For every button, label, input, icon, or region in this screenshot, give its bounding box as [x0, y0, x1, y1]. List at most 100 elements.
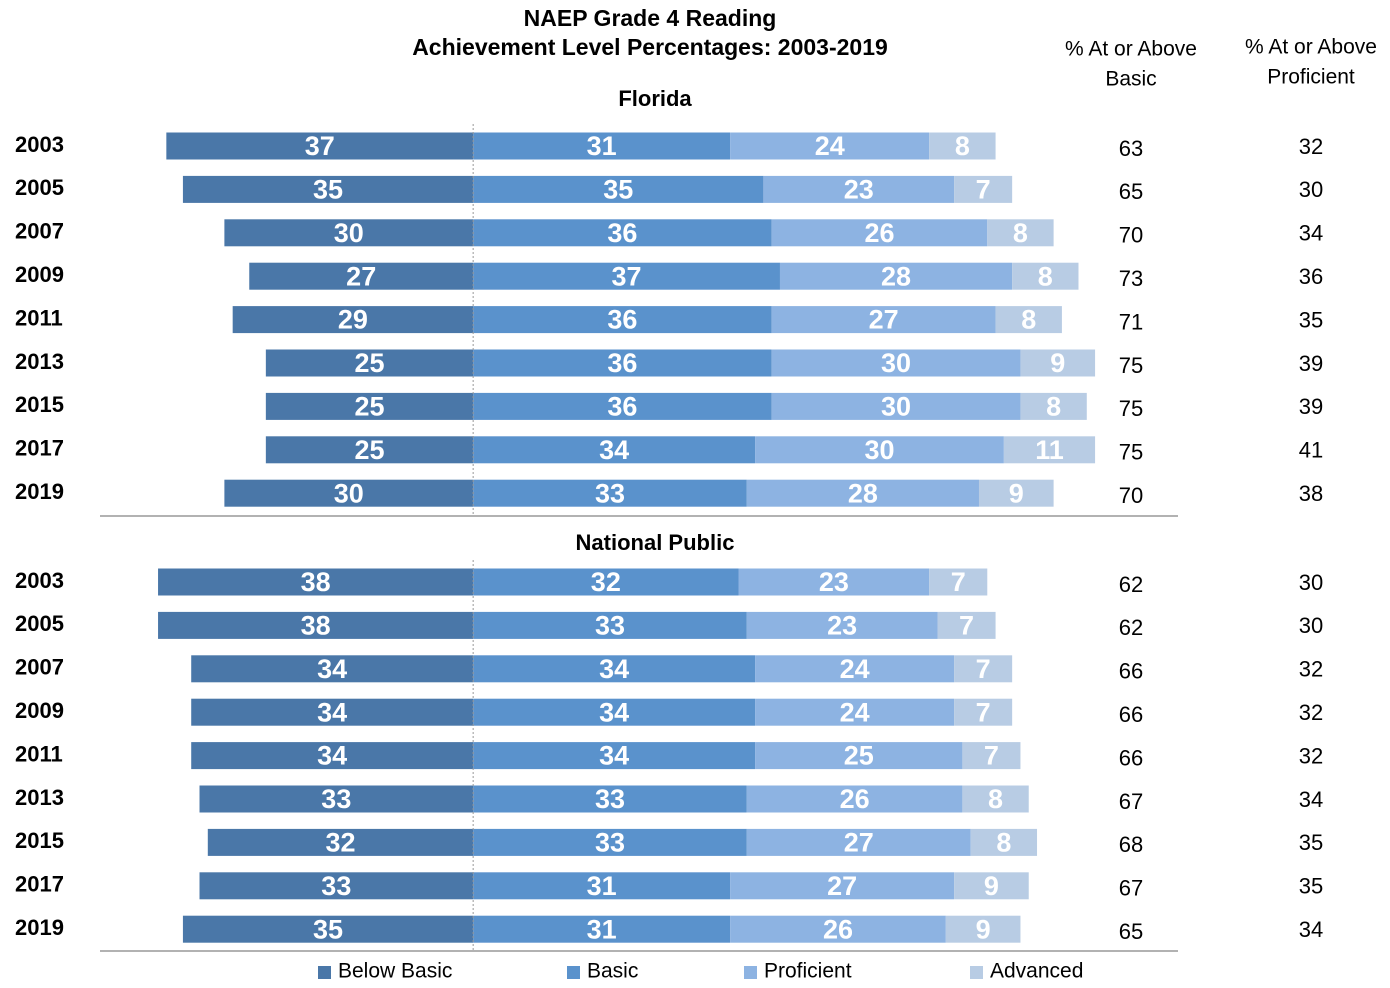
- bar-segment: [771, 219, 988, 247]
- category-label: 2007: [15, 655, 64, 680]
- value-label: 30: [881, 392, 911, 422]
- bar-segment: [746, 828, 971, 856]
- bar-segment: [929, 132, 996, 160]
- basic-percent: 70: [1119, 483, 1143, 508]
- value-label: 26: [840, 784, 870, 814]
- proficient-percent: 35: [1299, 830, 1323, 855]
- bar-segment: [755, 655, 955, 683]
- value-label: 7: [976, 654, 991, 684]
- value-label: 35: [603, 175, 633, 205]
- value-label: 30: [334, 478, 364, 508]
- proficient-percent: 39: [1299, 351, 1323, 376]
- bar-segment: [158, 568, 474, 596]
- bar-segment: [191, 742, 474, 770]
- value-label: 7: [951, 567, 966, 597]
- basic-percent: 75: [1119, 353, 1143, 378]
- chart-title: Achievement Level Percentages: 2003-2019: [412, 34, 888, 60]
- value-label: 36: [607, 392, 637, 422]
- category-label: 2011: [15, 305, 63, 330]
- value-label: 7: [984, 741, 999, 771]
- legend-swatch: [744, 966, 757, 979]
- value-label: 35: [313, 914, 343, 944]
- proficient-percent: 32: [1299, 743, 1323, 768]
- bar-segment: [962, 785, 1029, 813]
- value-label: 27: [827, 871, 857, 901]
- value-label: 26: [864, 218, 894, 248]
- bar-segment: [199, 872, 474, 900]
- value-label: 31: [587, 131, 617, 161]
- bar-segment: [473, 306, 772, 334]
- value-label: 24: [815, 131, 845, 161]
- legend-label: Advanced: [990, 960, 1083, 983]
- proficient-percent: 32: [1299, 700, 1323, 725]
- bar-segment: [1012, 262, 1079, 290]
- value-label: 8: [1021, 305, 1036, 335]
- basic-percent: 63: [1119, 136, 1143, 161]
- value-label: 24: [840, 654, 870, 684]
- basic-percent: 66: [1119, 659, 1143, 684]
- bar-segment: [954, 655, 1013, 683]
- basic-percent: 62: [1119, 572, 1143, 597]
- bar-segment: [755, 742, 963, 770]
- category-label: 2013: [15, 349, 64, 374]
- bar-segment: [473, 742, 756, 770]
- bar-segment: [166, 132, 474, 160]
- value-label: 38: [301, 567, 331, 597]
- value-label: 30: [334, 218, 364, 248]
- proficient-percent: 30: [1299, 613, 1323, 638]
- value-label: 34: [599, 435, 629, 465]
- value-label: 23: [827, 611, 857, 641]
- bar-segment: [473, 568, 739, 596]
- basic-percent: 75: [1119, 440, 1143, 465]
- bar-segment: [954, 698, 1013, 726]
- value-label: 35: [313, 175, 343, 205]
- proficient-percent: 30: [1299, 177, 1323, 202]
- basic-percent: 68: [1119, 832, 1143, 857]
- bar-segment: [771, 392, 1021, 420]
- value-label: 7: [976, 175, 991, 205]
- value-label: 8: [1013, 218, 1028, 248]
- bar-segment: [191, 655, 474, 683]
- proficient-percent: 32: [1299, 134, 1323, 159]
- category-label: 2013: [15, 785, 64, 810]
- value-label: 23: [819, 567, 849, 597]
- value-label: 8: [955, 131, 970, 161]
- basic-percent: 73: [1119, 266, 1143, 291]
- bar-segment: [473, 785, 747, 813]
- bar-segment: [929, 568, 988, 596]
- value-label: 38: [301, 611, 331, 641]
- bar-segment: [224, 479, 474, 507]
- value-label: 32: [325, 828, 355, 858]
- proficient-percent: 34: [1299, 787, 1323, 812]
- value-label: 34: [317, 697, 347, 727]
- category-label: 2009: [15, 262, 64, 287]
- basic-percent: 71: [1119, 309, 1143, 334]
- bar-segment: [995, 306, 1062, 334]
- basic-percent: 67: [1119, 876, 1143, 901]
- value-label: 36: [607, 218, 637, 248]
- category-label: 2015: [15, 392, 64, 417]
- bar-segment: [249, 262, 474, 290]
- legend-label: Basic: [587, 960, 638, 983]
- value-label: 25: [844, 741, 874, 771]
- proficient-percent: 36: [1299, 264, 1323, 289]
- category-label: 2005: [15, 175, 64, 200]
- value-label: 37: [305, 131, 335, 161]
- bar-segment: [730, 872, 955, 900]
- bar-segment: [1020, 349, 1096, 377]
- value-label: 9: [1009, 478, 1024, 508]
- bar-segment: [755, 698, 955, 726]
- bar-segment: [199, 785, 474, 813]
- category-label: 2019: [15, 915, 64, 940]
- value-label: 11: [1035, 435, 1064, 465]
- bar-segment: [473, 392, 772, 420]
- proficient-percent: 38: [1299, 481, 1323, 506]
- bar-segment: [945, 915, 1021, 943]
- value-label: 8: [1046, 392, 1061, 422]
- basic-percent: 66: [1119, 745, 1143, 770]
- bar-segment: [954, 872, 1029, 900]
- category-label: 2003: [15, 132, 64, 157]
- bar-segment: [473, 175, 764, 203]
- column-header: % At or Above: [1245, 36, 1377, 59]
- value-label: 25: [354, 392, 384, 422]
